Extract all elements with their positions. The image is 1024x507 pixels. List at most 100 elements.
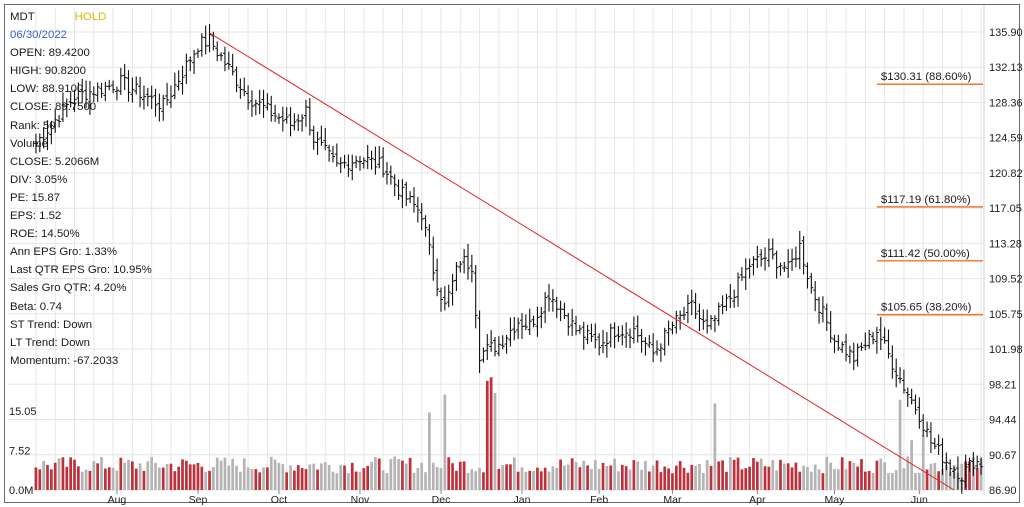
ohlc-bar [396,179,401,200]
ohlc-bar [832,334,837,353]
volume-bar [177,466,181,490]
ohlc-bar [604,331,609,358]
ohlc-bar [64,98,69,118]
volume-bar [131,461,134,490]
volume-bar [439,468,443,490]
ohlc-bar [736,272,741,307]
ohlc-bar [581,321,586,350]
fib-level-label: $117.19 (61.80%) [881,194,971,206]
volume-bar [628,469,632,490]
ohlc-bar [655,340,660,356]
volume-bar [435,466,439,490]
volume-bar [350,462,354,490]
ohlc-bar [161,94,166,121]
price-tick-label: 105.75 [989,309,1023,321]
ohlc-bar [130,77,135,103]
ohlc-bar [631,316,636,344]
volume-bar [524,471,528,490]
stat-line: LT Trend: Down [10,336,90,349]
volume-bar [431,462,435,490]
volume-bar [478,467,481,490]
volume-bar [647,471,651,490]
volume-bar [740,469,744,490]
volume-bar [57,458,61,490]
ohlc-bar [138,76,143,108]
ohlc-bar [574,315,579,336]
ohlc-bar [469,254,474,283]
stat-line: LOW: 88.9100 [10,83,84,96]
ohlc-bar [303,99,308,127]
volume-bar [651,465,655,490]
volume-bar [570,458,574,490]
ohlc-bar [643,337,648,356]
ohlc-bar [651,333,656,363]
ohlc-bar [682,306,687,321]
ohlc-bar [180,65,185,95]
volume-bar [725,471,728,490]
volume-bar [582,460,586,490]
ohlc-bar [49,120,54,145]
ohlc-bar [207,24,212,53]
volume-bar [775,470,778,490]
volume-bar [840,457,844,490]
volume-bar [817,469,821,490]
ohlc-bar [68,91,73,108]
ticker-symbol: MDT [10,11,35,23]
ohlc-bar [80,78,85,104]
volume-bar [852,462,856,490]
ohlc-bar [874,326,879,354]
stat-line: HIGH: 90.8200 [10,65,86,78]
volume-bar [262,467,265,490]
ohlc-bar [882,327,887,344]
volume-bar [320,463,323,490]
volume-bar [308,464,312,490]
volume-bar [119,457,123,490]
volume-bar [798,471,802,490]
ohlc-bar [940,438,945,475]
volume-bar [925,469,929,490]
volume-bar [104,468,107,490]
ohlc-bar [774,250,779,279]
ohlc-bar [315,131,320,155]
volume-bar [38,469,42,490]
ohlc-bar [261,89,266,118]
volume-bar [786,463,790,490]
ohlc-bar [975,455,980,470]
volume-bar [836,469,840,490]
stat-line: DIV: 3.05% [10,173,68,186]
ohlc-bar [851,342,856,371]
volume-bar [208,470,211,490]
ohlc-bar [172,72,177,100]
volume-bar [188,464,192,490]
ohlc-bar [558,300,563,322]
ohlc-bar [381,147,386,178]
ohlc-bar [111,80,116,94]
volume-bar [269,456,273,490]
volume-tick-label: 7.52 [9,446,30,458]
volume-bar [863,471,867,490]
ohlc-bar [388,165,393,185]
volume-bar [875,460,879,490]
month-label: May [825,494,846,506]
ohlc-bar [701,309,706,330]
ohlc-bar [87,80,92,115]
ohlc-bar [612,322,617,349]
volume-bar [721,460,724,490]
volume-bar [674,465,678,490]
volume-bar [374,457,377,490]
stat-line: Rank: 50 [10,119,56,132]
ohlc-bar [37,133,42,153]
ohlc-bar [99,83,104,98]
price-tick-label: 94.44 [989,415,1017,427]
volume-bar [597,468,601,490]
ohlc-bar [890,345,895,379]
volume-bar [559,459,562,490]
volume-bar [362,468,366,490]
volume-bar [867,470,871,490]
ohlc-bar [176,70,181,91]
volume-bar [890,472,894,490]
ohlc-bar [724,293,729,311]
volume-bar [501,464,505,490]
ticker-row: MDT HOLD [10,8,170,26]
